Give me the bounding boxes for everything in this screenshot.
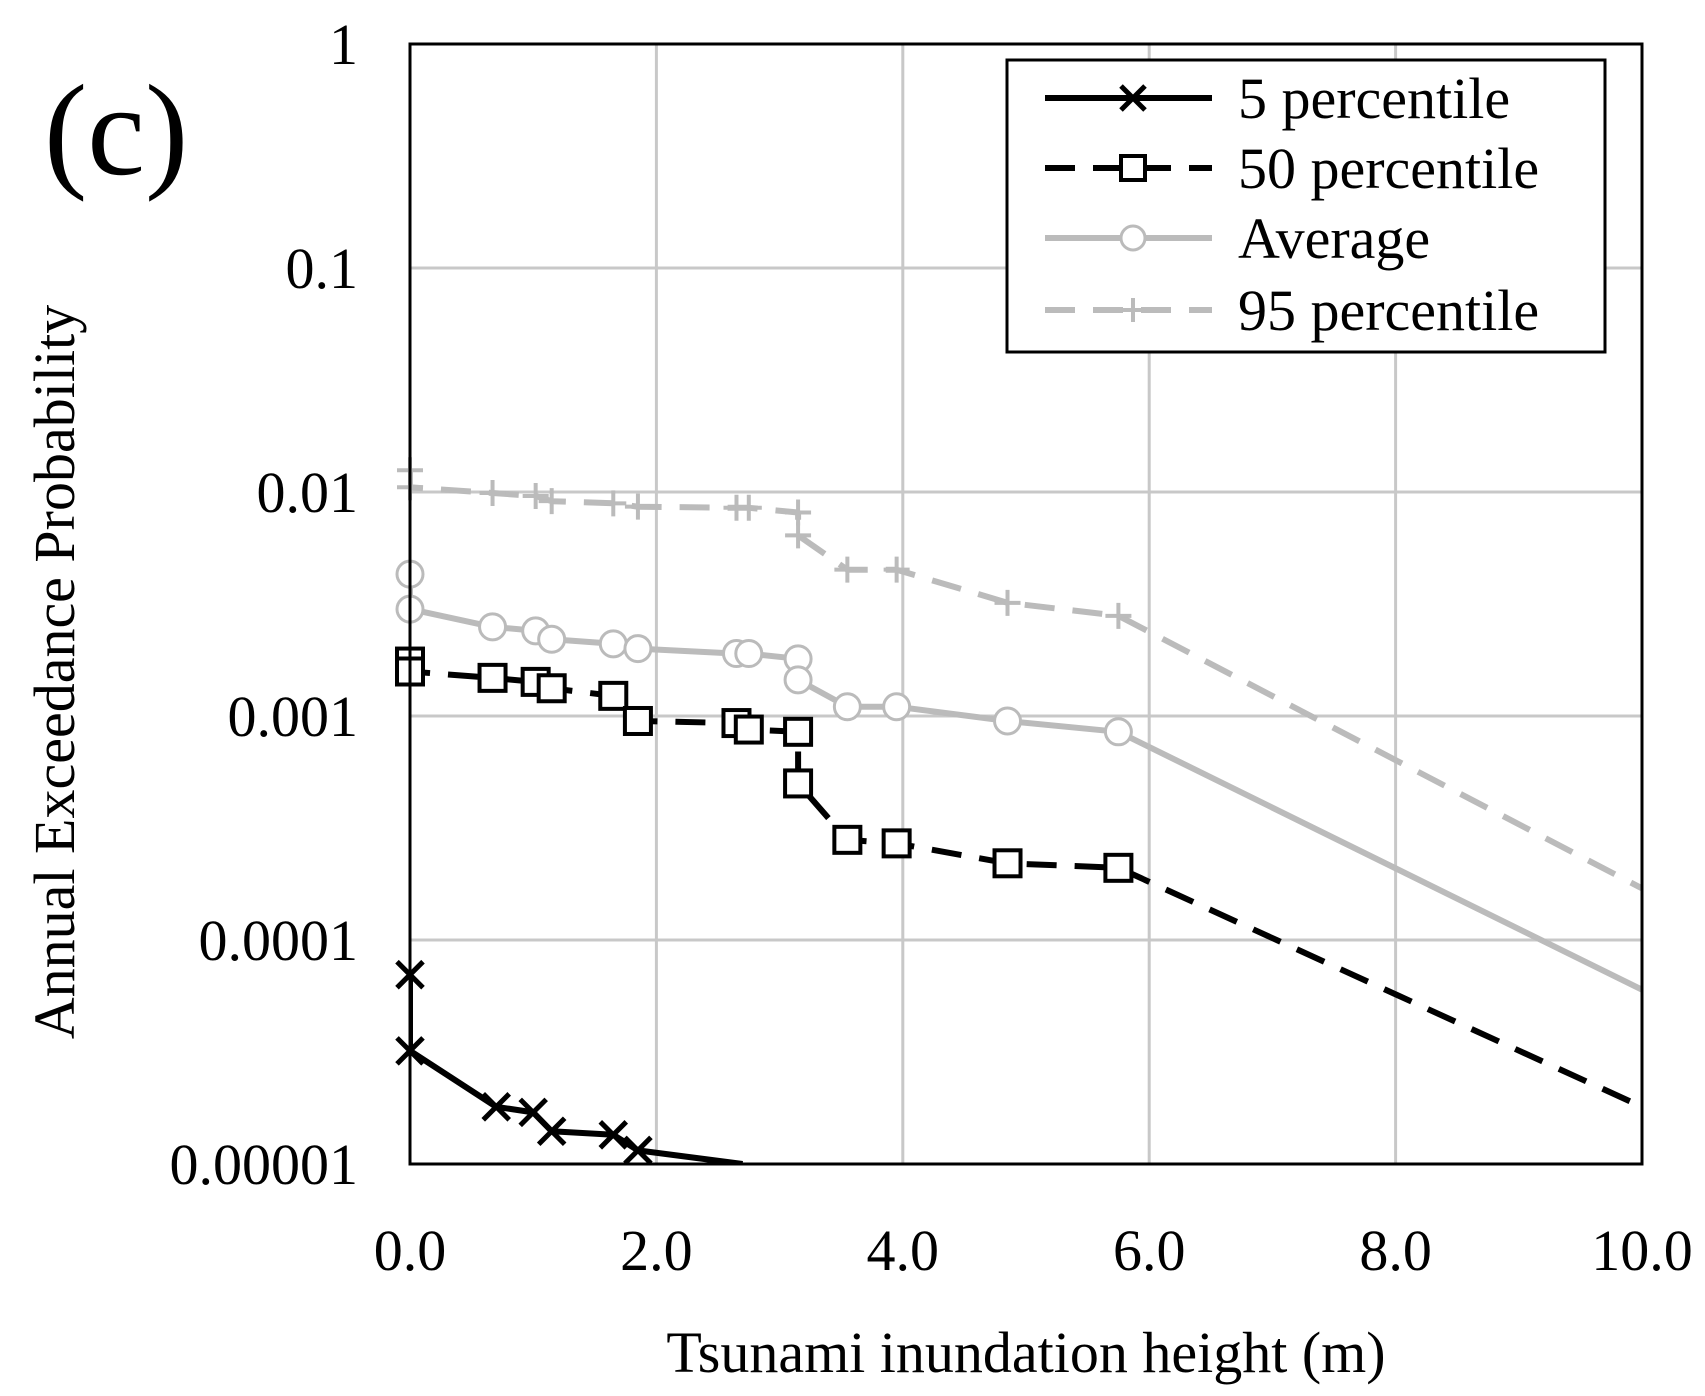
legend-label-95-percentile: 95 percentile bbox=[1238, 278, 1539, 343]
x-tick-label: 2.0 bbox=[620, 1218, 693, 1283]
y-tick-label: 1 bbox=[329, 12, 358, 77]
y-tick-label: 0.01 bbox=[257, 460, 359, 525]
legend-marker-average bbox=[1121, 226, 1145, 250]
x-tick-label: 4.0 bbox=[867, 1218, 940, 1283]
x-tick-label: 0.0 bbox=[374, 1218, 447, 1283]
y-tick-label: 0.00001 bbox=[170, 1132, 359, 1197]
exceedance-chart: 0.0 2.0 4.0 6.0 8.0 10.0 1 0.1 0.01 0.001 0.0001 0… bbox=[0, 0, 1705, 1396]
marker-average bbox=[600, 631, 626, 657]
panel-label: (c) bbox=[44, 59, 188, 203]
marker-average bbox=[834, 694, 860, 720]
marker-average bbox=[625, 636, 651, 662]
x-axis-title: Tsunami inundation height (m) bbox=[666, 1320, 1385, 1385]
marker-50-percentile bbox=[884, 830, 910, 856]
y-tick-label: 0.1 bbox=[286, 236, 359, 301]
x-tick-label: 8.0 bbox=[1359, 1218, 1432, 1283]
legend-marker-50-percentile bbox=[1121, 156, 1145, 180]
marker-50-percentile bbox=[785, 770, 811, 796]
marker-50-percentile bbox=[480, 665, 506, 691]
marker-50-percentile bbox=[785, 719, 811, 745]
marker-50-percentile bbox=[834, 827, 860, 853]
y-axis-title: Annual Exceedance Probability bbox=[22, 305, 87, 1039]
legend-label-average: Average bbox=[1238, 206, 1430, 271]
marker-average bbox=[736, 641, 762, 667]
marker-average bbox=[539, 626, 565, 652]
x-tick-label: 10.0 bbox=[1591, 1218, 1693, 1283]
marker-50-percentile bbox=[736, 717, 762, 743]
y-tick-label: 0.0001 bbox=[199, 908, 359, 973]
marker-average bbox=[480, 614, 506, 640]
marker-average bbox=[884, 694, 910, 720]
y-tick-label: 0.001 bbox=[228, 684, 359, 749]
marker-50-percentile bbox=[625, 708, 651, 734]
marker-50-percentile bbox=[1105, 855, 1131, 881]
marker-50-percentile bbox=[995, 850, 1021, 876]
marker-average bbox=[785, 667, 811, 693]
marker-average bbox=[1105, 719, 1131, 745]
marker-50-percentile bbox=[539, 675, 565, 701]
marker-average bbox=[995, 708, 1021, 734]
x-tick-label: 6.0 bbox=[1113, 1218, 1186, 1283]
legend-label-5-percentile: 5 percentile bbox=[1238, 66, 1510, 131]
marker-50-percentile bbox=[600, 683, 626, 709]
legend-label-50-percentile: 50 percentile bbox=[1238, 136, 1539, 201]
